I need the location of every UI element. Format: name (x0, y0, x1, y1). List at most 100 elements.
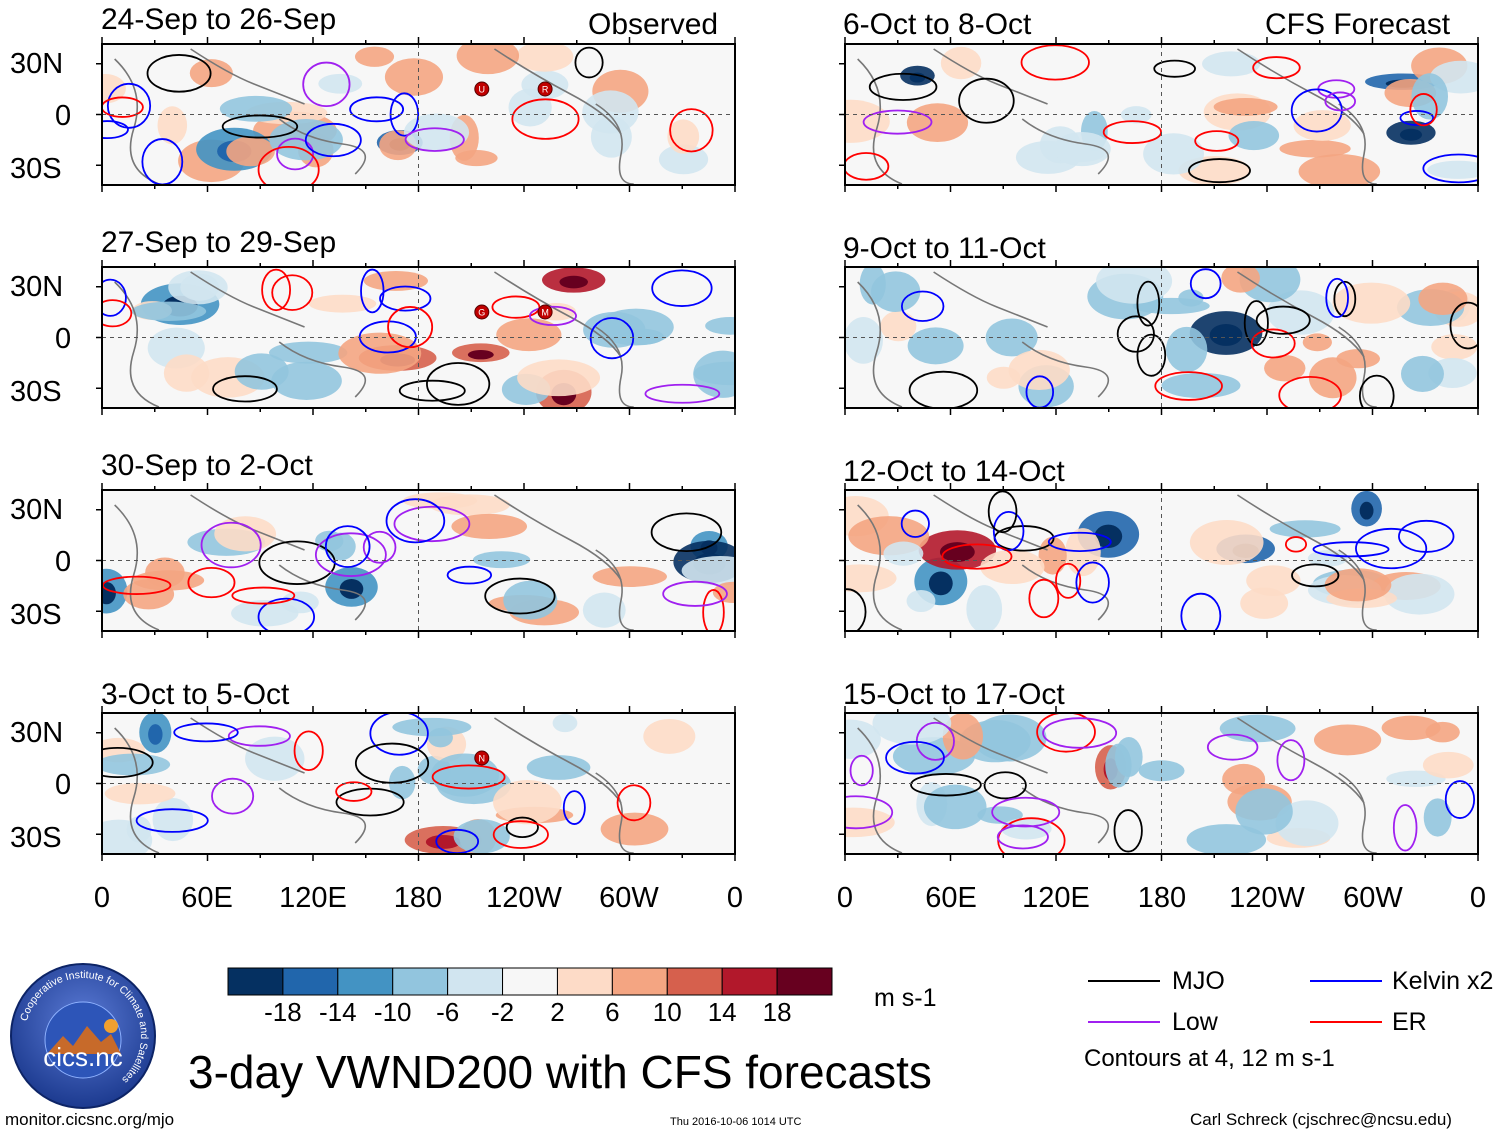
colorbar-swatch (776, 967, 833, 996)
anomaly-shading (456, 44, 520, 75)
anomaly-shading (598, 308, 674, 346)
anomaly-shading (231, 600, 299, 627)
storm-marker (537, 304, 553, 320)
anomaly-shading (1235, 788, 1293, 835)
colorbar-tick-label: -2 (490, 997, 515, 1027)
wave-contour (404, 127, 465, 152)
anomaly-shading (226, 136, 275, 167)
coastline (933, 48, 1048, 105)
wave-contour (187, 566, 236, 599)
lon-label-60e: 60E (925, 882, 977, 914)
wave-contour (358, 320, 417, 354)
anomaly-shading (1431, 334, 1478, 360)
anomaly-shading (245, 736, 305, 781)
wave-contour (491, 295, 541, 319)
wave-contour (314, 532, 387, 577)
anomaly-shading (496, 318, 562, 352)
wave-contour (1136, 333, 1167, 377)
anomaly-shading (157, 106, 188, 145)
lat-label-30s: 30S (10, 153, 62, 185)
observed-label: Observed (588, 8, 719, 41)
anomaly-shading (219, 95, 293, 122)
wave-contour (845, 795, 894, 830)
wave-contour (212, 375, 278, 403)
anomaly-shading (986, 366, 1021, 389)
wave-contour (511, 98, 580, 140)
wave-contour (1055, 562, 1082, 599)
colorbar-tick-label: -14 (319, 997, 357, 1027)
coastline (190, 271, 305, 328)
anomaly-shading (131, 301, 207, 321)
cfs-forecast-label: CFS Forecast (1265, 8, 1451, 41)
wave-contour (908, 370, 979, 408)
anomaly-core (1094, 524, 1123, 549)
footer-url[interactable]: monitor.cicsnc.org/mjo (5, 1110, 175, 1129)
wave-contour (616, 784, 652, 822)
wave-contour (484, 577, 556, 615)
coastline (494, 271, 622, 358)
wave-contour (102, 278, 127, 317)
anomaly-shading (1308, 357, 1357, 399)
anomaly-shading (880, 311, 917, 342)
anomaly-shading (845, 317, 883, 364)
colorbar-swatch (611, 967, 668, 996)
panel-title-observed-4: 3-Oct to 5-Oct (101, 678, 290, 711)
wave-contour (102, 120, 129, 140)
wave-contour (492, 820, 549, 849)
lat-label-30s: 30S (10, 599, 62, 631)
anomaly-shading (234, 353, 289, 390)
coastline (1237, 48, 1365, 135)
anomaly-shading (883, 541, 924, 566)
wave-contour (644, 383, 721, 404)
wave-contour (135, 808, 209, 833)
lon-label-0-end: 0 (726, 882, 744, 914)
anomaly-shading (1302, 333, 1332, 352)
storm-marker (474, 81, 490, 97)
map-panel (839, 483, 1479, 638)
wave-contour (1444, 780, 1476, 819)
anomaly-shading (980, 549, 1045, 585)
panel-title-observed-1: 24-Sep to 26-Sep (101, 3, 337, 36)
anomaly-core (1209, 324, 1243, 346)
wave-contour (868, 72, 938, 101)
map-panel (839, 260, 1479, 415)
wave-contour (354, 742, 430, 784)
anomaly-shading (271, 361, 342, 401)
colorbar-swatch (392, 967, 449, 996)
anomaly-shading (473, 551, 531, 569)
anomaly-shading (977, 806, 1023, 824)
anomaly-shading (681, 555, 735, 586)
contour-note: Contours at 4, 12 m s-1 (1084, 1045, 1335, 1072)
anomaly-shading (1105, 743, 1132, 788)
colorbar-swatch (447, 967, 504, 996)
wave-contour (1398, 519, 1455, 553)
anomaly-shading (269, 341, 348, 364)
anomaly-shading (1228, 120, 1280, 151)
anomaly-shading (923, 784, 987, 830)
storm-marker-label: G (478, 308, 485, 318)
lon-label-120e: 120E (1022, 882, 1090, 914)
wave-contour (211, 777, 255, 815)
wave-contour (1409, 93, 1438, 127)
coastline (494, 494, 622, 581)
coastline (114, 281, 160, 408)
logo-name: cics.nc (43, 1042, 122, 1072)
anomaly-shading (453, 819, 510, 854)
anomaly-shading (906, 589, 936, 613)
coastline (595, 103, 634, 185)
wave-contour (102, 96, 144, 118)
wave-contour (862, 109, 933, 135)
wave-contour (385, 498, 446, 544)
wave-contour (387, 306, 434, 349)
logo-sun (104, 1019, 118, 1033)
panel-title-observed-2: 27-Sep to 29-Sep (101, 226, 337, 259)
colorbar-swatch (666, 967, 723, 996)
anomaly-shading (667, 119, 700, 154)
wave-contour (431, 764, 506, 790)
colorbar-swatch (227, 967, 284, 996)
anomaly-shading (126, 816, 152, 843)
anomaly-shading (168, 270, 228, 305)
wave-contour (845, 152, 890, 181)
wave-contour (1153, 59, 1196, 78)
